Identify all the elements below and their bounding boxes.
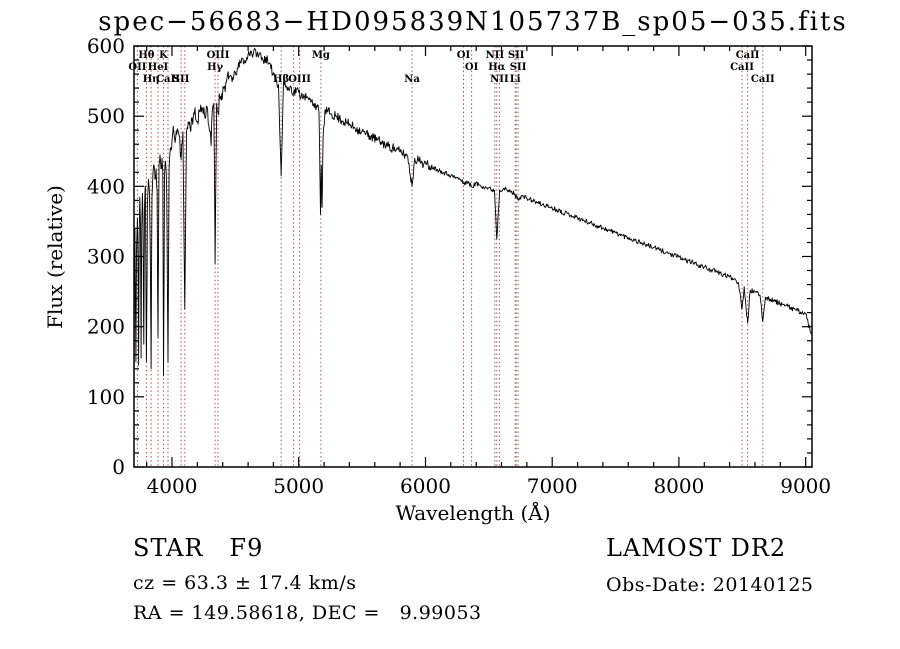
survey-label: LAMOST DR2 (606, 534, 787, 562)
spectral-line-label: Hθ (138, 50, 154, 61)
y-axis-label: Flux (relative) (43, 185, 67, 329)
obs-date: Obs-Date: 20140125 (606, 574, 814, 596)
spectral-line-label: CaII (156, 74, 180, 85)
spectral-line-label: OIII (207, 50, 230, 61)
x-tick-label: 7000 (527, 474, 578, 498)
y-tick-label: 500 (87, 104, 125, 128)
chart-title: spec−56683−HD095839N105737B_sp05−035.fit… (98, 7, 848, 37)
spectral-line-label: SII (510, 62, 527, 73)
x-tick-label: 6000 (400, 474, 451, 498)
spectral-line-label: Hβ (273, 74, 289, 85)
spectral-line-label: Hα (488, 62, 505, 73)
plot-content: 4000 5000 6000 7000 8000 9000 0 100 200 300 400 500… (87, 34, 831, 498)
spectral-line-label: OI (457, 50, 471, 61)
y-tick-label: 600 (87, 34, 125, 58)
spectral-line-label: Li (510, 74, 521, 85)
y-tick-label: 100 (87, 385, 125, 409)
x-tick-label: 5000 (273, 474, 324, 498)
x-tick-label: 8000 (653, 474, 704, 498)
spectral-line-label: SII (508, 50, 525, 61)
spectral-line-label: OI (465, 62, 479, 73)
object-class-label: STAR F9 (133, 534, 264, 562)
spectral-line-label: NII (486, 50, 505, 61)
y-tick-label: 300 (87, 245, 125, 269)
y-tick-label: 0 (112, 455, 125, 479)
spectral-line-label: OIII (288, 74, 311, 85)
spectrum-chart: spec−56683−HD095839N105737B_sp05−035.fit… (43, 7, 848, 525)
x-tick-label: 9000 (780, 474, 831, 498)
spectral-line-label: Hη (143, 74, 160, 85)
x-axis-label: Wavelength (Å) (395, 500, 550, 525)
spectral-line-label: Na (404, 74, 420, 85)
spectral-line-label: K (159, 50, 168, 61)
x-tick-label: 4000 (147, 474, 198, 498)
spectral-line-label: Mg (312, 50, 330, 61)
spectral-line-label: Hγ (207, 62, 223, 73)
spectral-line-label: SII (173, 74, 190, 85)
plot-frame (133, 45, 813, 468)
spectral-line-label: OII (128, 62, 146, 73)
spectral-line-label: NII (490, 74, 509, 85)
spectral-line-label: CaII (730, 62, 754, 73)
spectral-line-label: HeI (148, 62, 169, 73)
ra-dec-value: RA = 149.58618, DEC = 9.99053 (133, 602, 482, 624)
spectral-line-label: CaII (736, 50, 760, 61)
cz-value: cz = 63.3 ± 17.4 km/s (133, 572, 357, 594)
spectral-line-label: CaII (751, 74, 775, 85)
spectrum-path (133, 47, 812, 425)
y-tick-label: 200 (87, 315, 125, 339)
y-tick-label: 400 (87, 174, 125, 198)
